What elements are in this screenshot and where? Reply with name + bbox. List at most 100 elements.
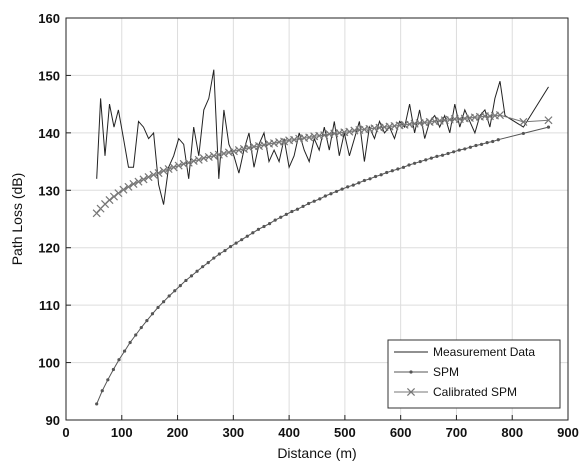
calibrated-spm-point: [219, 149, 228, 158]
spm-point: [139, 325, 143, 330]
calibrated-spm-point: [189, 156, 198, 166]
spm-point: [150, 312, 155, 316]
spm-point: [318, 197, 322, 201]
spm-point: [111, 367, 116, 372]
calibrated-spm-point: [174, 161, 183, 170]
calibrated-spm-point: [159, 166, 168, 175]
axes: 0 100 200 300 400 500 600 700 800 900 90 100 110 120 1…: [38, 11, 579, 440]
spm-point: [245, 234, 249, 238]
spm-point: [362, 178, 367, 183]
y-tick-label: 160: [38, 11, 60, 26]
spm-point: [267, 221, 272, 226]
grid: [66, 18, 568, 420]
calibrated-spm-point: [124, 182, 133, 191]
spm-point: [217, 252, 221, 256]
spm-point: [128, 340, 132, 345]
calibrated-spm-point: [109, 192, 118, 201]
spm-point: [228, 244, 233, 249]
spm-point: [212, 256, 216, 260]
spm-point: [262, 224, 266, 229]
spm-point: [156, 305, 160, 310]
spm-point: [178, 284, 182, 288]
calibrated-spm-point: [254, 142, 264, 151]
spm-point: [329, 192, 333, 196]
x-tick-label: 400: [278, 425, 300, 440]
x-axis-title: Distance (m): [277, 445, 356, 461]
spm-point: [390, 169, 394, 173]
calibrated-spm-point: [495, 111, 504, 120]
spm-point: [357, 181, 361, 185]
spm-point: [173, 289, 177, 293]
calibrated-spm-point: [169, 163, 178, 172]
calibrated-spm-point: [305, 133, 314, 142]
spm-point: [117, 358, 121, 362]
y-tick-label: 150: [38, 68, 60, 83]
calibrated-spm-point: [139, 175, 148, 184]
spm-point: [334, 189, 339, 194]
x-tick-label: 900: [557, 425, 579, 440]
plot-frame: [65, 17, 569, 421]
spm-point: [134, 333, 138, 337]
spm-point: [340, 187, 344, 191]
spm-point: [284, 212, 288, 217]
spm-point: [223, 248, 227, 253]
spm-point: [396, 167, 400, 171]
spm-point: [373, 174, 378, 179]
spm-point: [491, 139, 495, 144]
spm-point: [401, 165, 406, 169]
spm-point: [474, 143, 478, 148]
x-tick-label: 200: [167, 425, 189, 440]
spm-point: [521, 131, 525, 136]
calibrated-spm-point: [209, 151, 218, 160]
calibrated-spm-point: [154, 169, 163, 178]
spm-point: [167, 294, 171, 298]
spm-point: [346, 185, 350, 189]
calibrated-spm-point: [280, 137, 289, 146]
y-tick-label: 100: [38, 356, 60, 371]
spm-point: [279, 215, 283, 219]
legend-box: [387, 339, 561, 409]
spm-point: [385, 170, 389, 175]
x-tick-label: 300: [222, 425, 244, 440]
spm-point: [256, 227, 261, 231]
spm-point: [457, 148, 461, 152]
series-layer: [92, 69, 553, 406]
calibrated-spm-point: [224, 148, 233, 157]
spm-point: [413, 161, 417, 165]
series-1: [95, 125, 551, 406]
calibrated-spm-point: [114, 189, 123, 198]
spm-point: [95, 402, 99, 406]
calibrated-spm-point: [199, 154, 208, 163]
spm-point: [468, 145, 472, 149]
spm-point: [301, 204, 305, 208]
calibrated-spm-point: [234, 146, 243, 155]
y-tick-label: 90: [46, 413, 60, 428]
spm-point: [122, 349, 127, 353]
spm-point: [189, 274, 194, 278]
calibrated-spm-point: [164, 165, 173, 174]
calibrated-spm-point: [290, 135, 299, 144]
x-tick-label: 0: [62, 425, 69, 440]
spm-point: [435, 154, 439, 159]
calibrated-spm-point: [544, 116, 553, 125]
spm-point: [424, 158, 428, 162]
spm-point: [351, 183, 355, 187]
spm-point: [440, 153, 445, 157]
x-tick-label: 800: [501, 425, 523, 440]
calibrated-spm-point: [519, 117, 528, 126]
spm-point: [546, 125, 551, 129]
spm-point: [312, 199, 316, 203]
spm-point: [446, 151, 450, 156]
calibrated-spm-point: [134, 177, 143, 186]
x-tick-label: 500: [334, 425, 356, 440]
calibrated-spm-point: [184, 158, 193, 167]
spm-point: [106, 378, 110, 382]
spm-point: [496, 138, 500, 142]
legend-label: SPM: [433, 365, 459, 379]
spm-point: [201, 265, 205, 269]
x-tick-label: 700: [446, 425, 468, 440]
calibrated-spm-point: [229, 147, 238, 156]
series-2: [92, 111, 553, 218]
calibrated-spm-point: [204, 152, 213, 162]
